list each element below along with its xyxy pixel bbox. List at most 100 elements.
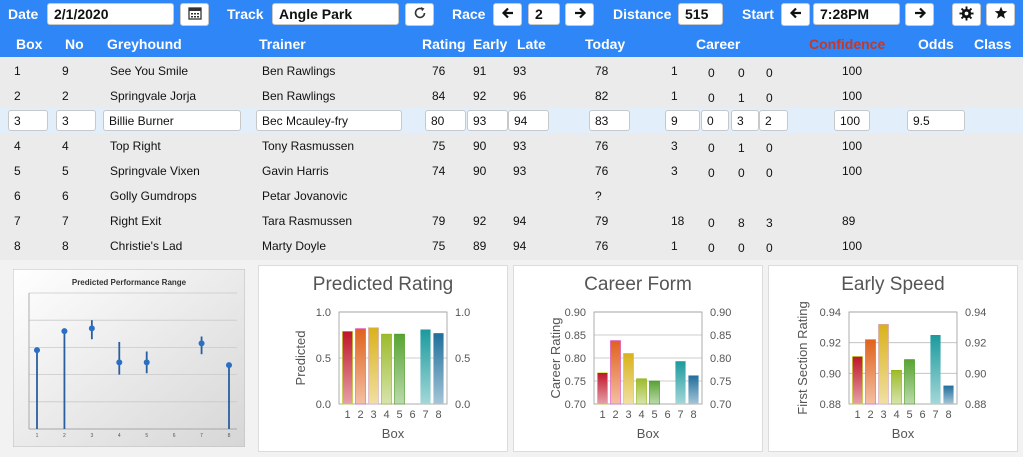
y-axis-label: First Section Rating (795, 301, 810, 414)
cell-career-thirds: 0 (766, 66, 773, 80)
cell-career-starts: 1 (671, 64, 678, 78)
bar (943, 385, 954, 404)
col-odds[interactable]: Odds (918, 36, 954, 52)
date-field[interactable]: 2/1/2020 (47, 3, 174, 25)
range-point (116, 359, 123, 366)
y2-tick-label: 0.94 (965, 307, 986, 319)
table-row[interactable]: 5 5 Springvale Vixen Gavin Harris 74 90 … (0, 158, 1023, 183)
cell-early: 89 (473, 239, 487, 253)
calendar-button[interactable] (180, 3, 209, 26)
arrow-right-icon (913, 6, 927, 23)
table-row[interactable]: 7 7 Right Exit Tara Rasmussen 79 92 94 7… (0, 208, 1023, 233)
track-field[interactable]: Angle Park (272, 3, 399, 25)
race-next-button[interactable] (565, 3, 594, 26)
x-tick-label: 3 (370, 409, 376, 421)
race-field[interactable]: 2 (528, 3, 560, 25)
distance-field[interactable]: 515 (678, 3, 723, 25)
edit-today[interactable]: 83 (589, 110, 630, 131)
y-axis-label: Career Rating (548, 318, 563, 399)
col-today[interactable]: Today (585, 36, 626, 52)
y2-tick-label: 0.90 (965, 368, 986, 380)
predicted-rating-title: Predicted Rating (312, 274, 454, 295)
bar (865, 339, 876, 405)
x-tick-label: 7 (932, 409, 938, 421)
cell-today: 82 (595, 89, 609, 103)
x-tick-label: 6 (919, 409, 925, 421)
col-class[interactable]: Class (974, 36, 1012, 52)
race-prev-button[interactable] (493, 3, 522, 26)
cell-box: 1 (14, 64, 21, 78)
arrow-right-icon (573, 6, 587, 23)
track-label: Track (227, 6, 264, 22)
edit-career-wins[interactable]: 0 (701, 110, 729, 131)
table-row[interactable]: 2 2 Springvale Jorja Ben Rawlings 84 92 … (0, 83, 1023, 108)
cell-no: 8 (62, 239, 69, 253)
cell-career-starts: 3 (671, 164, 678, 178)
edit-no[interactable]: 3 (56, 110, 96, 131)
col-greyhound[interactable]: Greyhound (107, 36, 182, 52)
col-trainer[interactable]: Trainer (259, 36, 306, 52)
edit-greyhound[interactable]: Billie Burner (103, 110, 241, 131)
edit-career-starts[interactable]: 9 (665, 110, 700, 131)
cell-career-wins: 0 (708, 166, 715, 180)
edit-late[interactable]: 94 (508, 110, 549, 131)
col-box[interactable]: Box (16, 36, 43, 52)
bar (433, 333, 444, 404)
y-tick-label: 1.0 (316, 307, 331, 319)
performance-range-panel: Predicted Performance Range 1 2 3 4 5 6 7 8 (4, 265, 254, 452)
cell-early: 91 (473, 64, 487, 78)
x-tick-label: 8 (690, 409, 696, 421)
plot-frame (848, 311, 958, 405)
range-point (226, 362, 232, 369)
cell-confidence: 100 (842, 139, 863, 153)
edit-early[interactable]: 93 (467, 110, 508, 131)
table-row-selected[interactable]: 3 3 Billie Burner Bec Mcauley-fry 80 93 … (0, 108, 1023, 133)
bar (623, 353, 634, 405)
y2-tick-label: 0.75 (710, 376, 731, 388)
cell-trainer: Gavin Harris (262, 164, 329, 178)
col-rating[interactable]: Rating (422, 36, 466, 52)
cell-early: 90 (473, 164, 487, 178)
edit-trainer[interactable]: Bec Mcauley-fry (256, 110, 402, 131)
x-tick-label: 6 (664, 409, 670, 421)
cell-confidence: 100 (842, 64, 863, 78)
refresh-button[interactable] (405, 3, 434, 26)
col-career[interactable]: Career (696, 36, 741, 52)
table-row[interactable]: 6 6 Golly Gumdrops Petar Jovanovic ? (0, 183, 1023, 208)
x-tick-label: 7 (422, 409, 428, 421)
edit-rating[interactable]: 80 (425, 110, 466, 131)
range-point (143, 359, 150, 366)
table-row[interactable]: 4 4 Top Right Tony Rasmussen 75 90 93 76… (0, 133, 1023, 158)
bar (597, 372, 608, 405)
cell-career-wins: 0 (708, 241, 715, 255)
bar (649, 380, 660, 405)
y2-tick-label: 0.85 (710, 330, 731, 342)
edit-confidence[interactable]: 100 (834, 110, 870, 131)
range-point (88, 325, 95, 332)
cell-career-wins: 0 (708, 141, 715, 155)
edit-career-seconds[interactable]: 3 (731, 110, 759, 131)
favorite-button[interactable] (986, 3, 1015, 26)
bar (852, 356, 863, 405)
predicted-rating-chart: 0.0 0.0 0.5 0.5 1.0 1.0 1 2 3 4 5 6 7 8 Box Predicted (293, 307, 470, 441)
start-field[interactable]: 7:28PM (813, 3, 900, 25)
start-prev-button[interactable] (781, 3, 810, 26)
cell-late: 94 (513, 214, 527, 228)
edit-box[interactable]: 3 (8, 110, 48, 131)
col-late[interactable]: Late (517, 36, 546, 52)
col-early[interactable]: Early (473, 36, 508, 52)
start-next-button[interactable] (905, 3, 934, 26)
y2-tick-label: 0.0 (455, 399, 470, 411)
cell-career-seconds: 0 (738, 66, 745, 80)
col-no[interactable]: No (65, 36, 84, 52)
career-form-title: Career Form (584, 274, 692, 295)
calendar-icon (187, 6, 202, 23)
x-tick-label: 5 (651, 409, 657, 421)
edit-career-thirds[interactable]: 2 (759, 110, 788, 131)
settings-button[interactable] (952, 3, 981, 26)
cell-career-starts: 18 (671, 214, 685, 228)
edit-odds[interactable]: 9.5 (907, 110, 965, 131)
table-row[interactable]: 1 9 See You Smile Ben Rawlings 76 91 93 … (0, 58, 1023, 83)
col-confidence[interactable]: Confidence (809, 36, 886, 52)
table-row[interactable]: 8 8 Christie's Lad Marty Doyle 75 89 94 … (0, 233, 1023, 258)
